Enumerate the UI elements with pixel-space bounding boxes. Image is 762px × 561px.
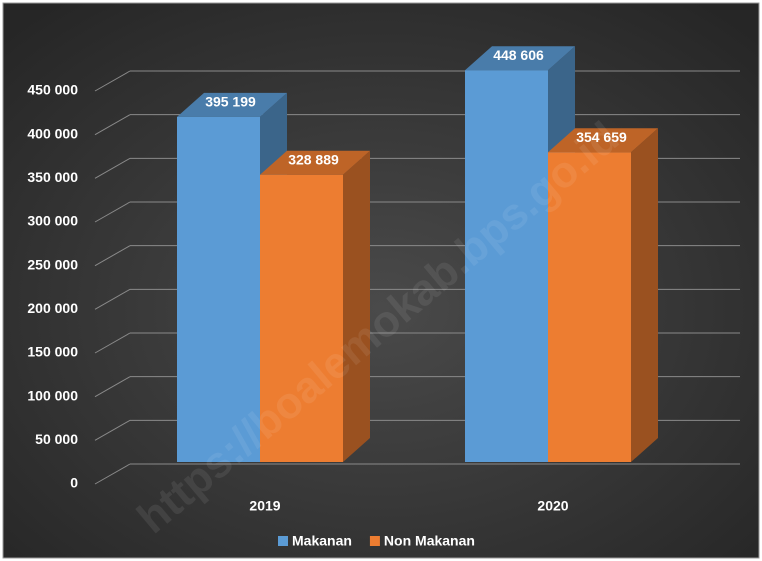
y-tick-label: 200 000	[27, 300, 78, 316]
grid-line	[94, 201, 131, 223]
y-tick-label: 150 000	[27, 344, 78, 360]
grid-line	[94, 114, 131, 136]
bar-top	[548, 128, 658, 153]
y-tick-label: 400 000	[27, 125, 78, 141]
grid-line	[94, 463, 131, 485]
grid-line	[94, 376, 131, 398]
bar	[548, 152, 631, 463]
y-tick-label: 50 000	[35, 431, 78, 447]
bar	[260, 174, 343, 463]
bar	[465, 70, 548, 462]
legend-swatch	[369, 536, 380, 546]
value-label: 395 199	[205, 94, 256, 110]
y-tick-label: 100 000	[27, 387, 78, 403]
legend-label: Makanan	[292, 533, 352, 549]
bar-top	[465, 46, 575, 71]
y-tick-label: 300 000	[27, 213, 78, 229]
legend-swatch	[278, 536, 288, 546]
bar-side	[631, 128, 658, 463]
grid-line	[94, 245, 131, 267]
y-tick-label: 350 000	[27, 169, 78, 185]
x-tick-label: 2019	[249, 498, 280, 514]
bar-top	[260, 150, 370, 175]
value-label: 448 606	[493, 47, 544, 63]
value-label: 354 659	[576, 129, 627, 145]
x-tick-label: 2020	[537, 498, 568, 514]
y-tick-label: 250 000	[27, 256, 78, 272]
grid-line	[94, 332, 131, 354]
grid-line	[94, 157, 131, 179]
y-tick-label: 450 000	[27, 82, 78, 98]
bar-side	[343, 150, 370, 463]
grid-line	[94, 70, 131, 92]
legend-label: Non Makanan	[384, 533, 475, 549]
grid-line	[94, 288, 131, 310]
y-tick-label: 0	[70, 475, 78, 491]
bar-top	[177, 92, 287, 117]
grid-line	[94, 419, 131, 441]
bar	[177, 116, 260, 462]
value-label: 328 889	[288, 151, 339, 167]
